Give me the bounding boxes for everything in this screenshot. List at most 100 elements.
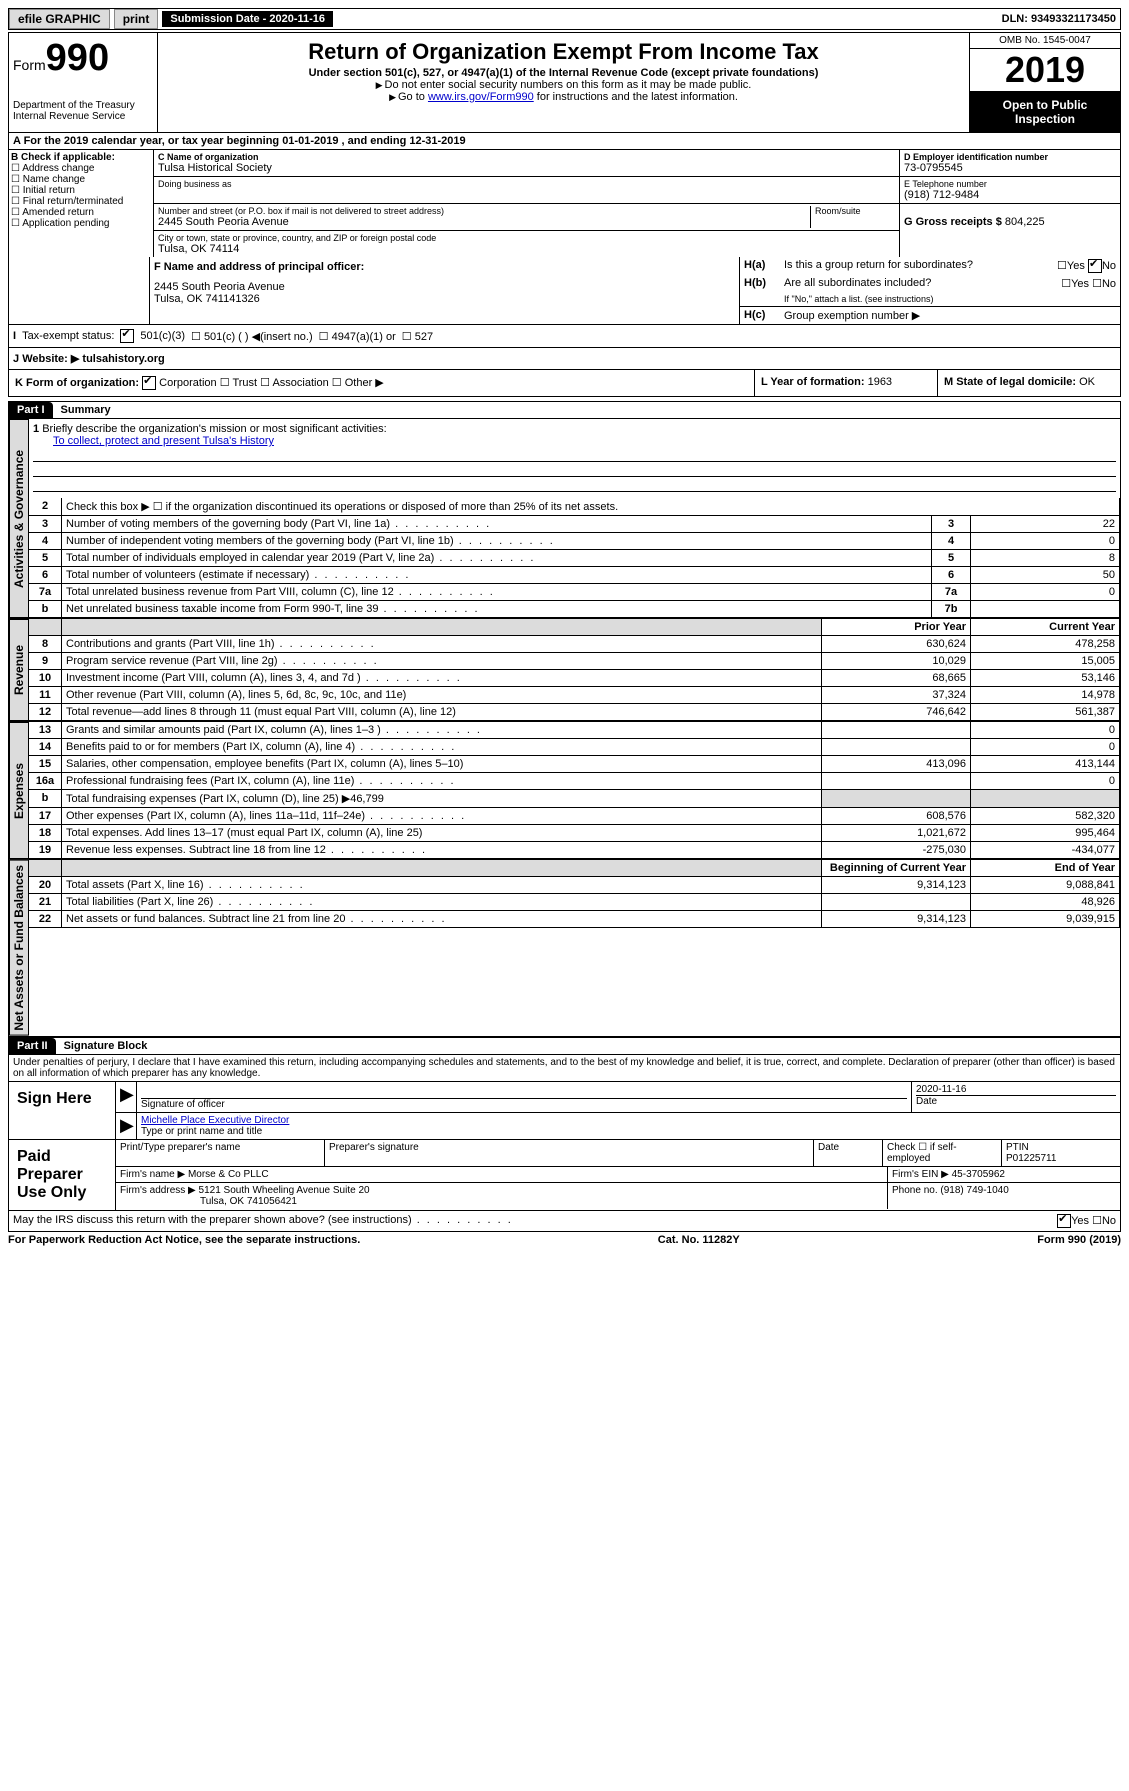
city-state-zip: Tulsa, OK 74114	[158, 243, 895, 255]
footer-left: For Paperwork Reduction Act Notice, see …	[8, 1234, 360, 1246]
tax-year: 2019	[970, 49, 1120, 92]
box-g-label: G Gross receipts $	[904, 216, 1002, 228]
gross-receipts: 804,225	[1005, 216, 1045, 228]
l13: Grants and similar amounts paid (Part IX…	[62, 722, 822, 739]
sign-date: 2020-11-16	[916, 1084, 1116, 1095]
self-employed: Check ☐ if self-employed	[883, 1140, 1002, 1166]
submission-date: Submission Date - 2020-11-16	[162, 11, 333, 27]
footer: For Paperwork Reduction Act Notice, see …	[8, 1232, 1121, 1246]
hdr-beg: Beginning of Current Year	[822, 860, 971, 877]
discuss-text: May the IRS discuss this return with the…	[13, 1214, 1057, 1228]
h-note: If "No," attach a list. (see instruction…	[740, 292, 1120, 306]
ein: 73-0795545	[904, 162, 1116, 174]
part1-title: Summary	[53, 402, 119, 418]
v5: 8	[971, 550, 1120, 567]
efile-button[interactable]: efile GRAPHIC	[9, 9, 110, 29]
j-label: Website: ▶	[22, 353, 79, 365]
open-inspection: Open to Public Inspection	[970, 92, 1120, 132]
footer-mid: Cat. No. 11282Y	[658, 1234, 740, 1246]
top-bar: efile GRAPHIC print Submission Date - 20…	[8, 8, 1121, 30]
form-label: Form	[13, 57, 46, 73]
501c3-check[interactable]	[120, 329, 134, 343]
room-label: Room/suite	[815, 206, 895, 216]
vtab-na: Net Assets or Fund Balances	[9, 860, 29, 1036]
box-b-label: B Check if applicable:	[11, 152, 151, 163]
firm-name: Morse & Co PLLC	[188, 1169, 269, 1180]
ptin-value: P01225711	[1006, 1153, 1116, 1164]
l7b: Net unrelated business taxable income fr…	[62, 601, 932, 618]
l15: Salaries, other compensation, employee b…	[62, 756, 822, 773]
part2-title: Signature Block	[56, 1038, 156, 1054]
opt-final-return[interactable]: ☐ Final return/terminated	[11, 196, 151, 207]
hb-text: Are all subordinates included?	[784, 277, 1061, 290]
v6: 50	[971, 567, 1120, 584]
form-number: 990	[46, 37, 109, 79]
box-e-label: E Telephone number	[904, 179, 1116, 189]
ha-no-check[interactable]	[1088, 259, 1102, 273]
firm-phone: (918) 749-1040	[940, 1185, 1008, 1196]
hdr-end: End of Year	[971, 860, 1120, 877]
hdr-current: Current Year	[971, 619, 1120, 636]
name-title-label: Type or print name and title	[141, 1126, 1116, 1137]
perjury-text: Under penalties of perjury, I declare th…	[8, 1055, 1121, 1082]
l14: Benefits paid to or for members (Part IX…	[62, 739, 822, 756]
print-button[interactable]: print	[114, 9, 159, 29]
l2: Check this box ▶ ☐ if the organization d…	[62, 498, 1120, 516]
opt-address-change[interactable]: ☐ Address change	[11, 163, 151, 174]
omb-number: OMB No. 1545-0047	[970, 33, 1120, 49]
year-formation: 1963	[868, 376, 892, 388]
pdate-label: Date	[814, 1140, 883, 1166]
city-label: City or town, state or province, country…	[158, 233, 895, 243]
sig-officer-label: Signature of officer	[141, 1099, 907, 1110]
box-d-label: D Employer identification number	[904, 152, 1116, 162]
firm-addr1: 5121 South Wheeling Avenue Suite 20	[199, 1185, 370, 1196]
v4: 0	[971, 533, 1120, 550]
date-label: Date	[916, 1095, 1116, 1107]
hdr-prior: Prior Year	[822, 619, 971, 636]
i-label: Tax-exempt status:	[22, 330, 114, 342]
firm-ein: 45-3705962	[952, 1169, 1005, 1180]
section-ag: Activities & Governance 1 Briefly descri…	[8, 419, 1121, 619]
form-header: Form990 Department of the Treasury Inter…	[8, 32, 1121, 133]
l20: Total assets (Part X, line 16)	[62, 877, 822, 894]
l7a: Total unrelated business revenue from Pa…	[62, 584, 932, 601]
k-corp-check[interactable]	[142, 376, 156, 390]
goto-post: for instructions and the latest informat…	[534, 91, 738, 103]
k-label: K Form of organization:	[15, 377, 139, 389]
form-title: Return of Organization Exempt From Incom…	[162, 39, 965, 65]
l4: Number of independent voting members of …	[62, 533, 932, 550]
goto-pre: Go to	[398, 91, 428, 103]
opt-name-change[interactable]: ☐ Name change	[11, 174, 151, 185]
mission-text: To collect, protect and present Tulsa's …	[33, 435, 1116, 447]
l17: Other expenses (Part IX, column (A), lin…	[62, 808, 822, 825]
org-name: Tulsa Historical Society	[158, 162, 895, 174]
ha-text: Is this a group return for subordinates?	[784, 259, 1057, 273]
discuss-yes-check[interactable]	[1057, 1214, 1071, 1228]
opt-pending[interactable]: ☐ Application pending	[11, 218, 151, 229]
irs-link[interactable]: www.irs.gov/Form990	[428, 91, 534, 103]
opt-amended[interactable]: ☐ Amended return	[11, 207, 151, 218]
hc-text: Group exemption number ▶	[784, 309, 920, 322]
l18: Total expenses. Add lines 13–17 (must eq…	[62, 825, 822, 842]
l22: Net assets or fund balances. Subtract li…	[62, 911, 822, 928]
officer-addr2: Tulsa, OK 741141326	[154, 293, 735, 305]
l12: Total revenue—add lines 8 through 11 (mu…	[62, 704, 822, 721]
opt-initial-return[interactable]: ☐ Initial return	[11, 185, 151, 196]
l16a: Professional fundraising fees (Part IX, …	[62, 773, 822, 790]
phone: (918) 712-9484	[904, 189, 1116, 201]
dept-irs: Internal Revenue Service	[13, 111, 153, 122]
l21: Total liabilities (Part X, line 26)	[62, 894, 822, 911]
v7b	[971, 601, 1120, 618]
subtitle-1: Under section 501(c), 527, or 4947(a)(1)…	[162, 67, 965, 79]
officer-addr1: 2445 South Peoria Avenue	[154, 281, 735, 293]
sign-here-block: Sign Here ▶ Signature of officer 2020-11…	[8, 1082, 1121, 1140]
footer-right: Form 990 (2019)	[1037, 1234, 1121, 1246]
dln: DLN: 93493321173450	[1002, 13, 1120, 25]
l11: Other revenue (Part VIII, column (A), li…	[62, 687, 822, 704]
fh-row: F Name and address of principal officer:…	[8, 257, 1121, 325]
section-na: Net Assets or Fund Balances Beginning of…	[8, 860, 1121, 1037]
row-i: I Tax-exempt status: 501(c)(3) ☐ 501(c) …	[8, 325, 1121, 348]
line-a: A For the 2019 calendar year, or tax yea…	[8, 133, 1121, 150]
state-domicile: OK	[1079, 376, 1095, 388]
ptin-label: PTIN	[1006, 1142, 1116, 1153]
